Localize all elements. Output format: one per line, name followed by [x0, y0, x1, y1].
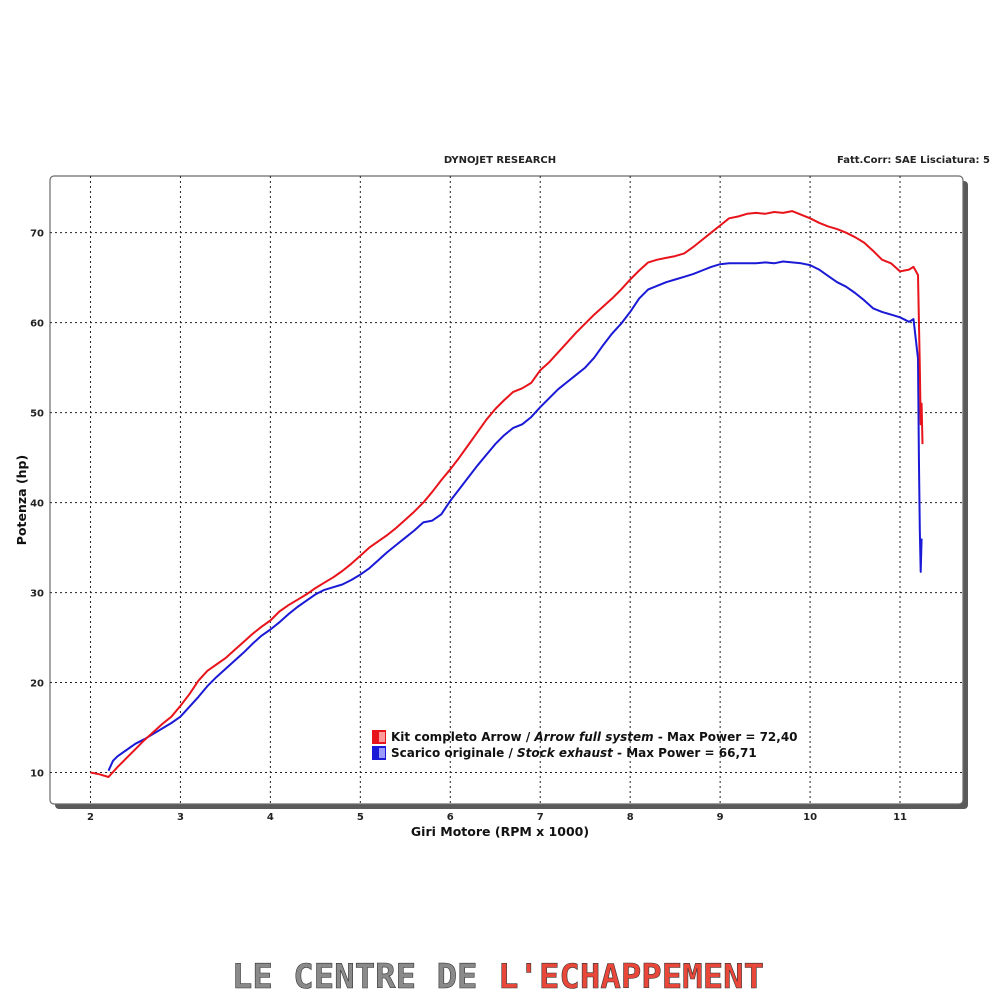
- series-line-stock: [107, 260, 923, 772]
- y-tick-label: 60: [30, 319, 44, 330]
- x-tick-label: 7: [537, 812, 544, 823]
- y-tick-label: 20: [30, 679, 44, 690]
- y-tick-label: 40: [30, 499, 44, 510]
- y-tick-labels: 10 20 30 40 50 60 70: [30, 229, 44, 780]
- correction-factor-label: Fatt.Corr: SAE Lisciatura: 5: [837, 155, 990, 166]
- legend: Kit completo Arrow / Arrow full system -…: [372, 730, 798, 760]
- x-tick-labels: 2 3 4 5 6 7 8 9 10 11: [87, 812, 907, 823]
- x-tick-label: 4: [267, 812, 274, 823]
- y-axis-title: Potenza (hp): [14, 455, 29, 545]
- chart-header-title: DYNOJET RESEARCH: [444, 155, 556, 166]
- legend-swatch-stock-highlight: [379, 748, 385, 758]
- y-tick-label: 50: [30, 409, 44, 420]
- y-tick-label: 10: [30, 769, 44, 780]
- x-axis-title: Giri Motore (RPM x 1000): [411, 824, 589, 839]
- x-tick-label: 11: [893, 812, 907, 823]
- x-tick-label: 9: [717, 812, 724, 823]
- y-tick-label: 70: [30, 229, 44, 240]
- grid-lines: [50, 176, 963, 804]
- brand-logo-text: LE CENTRE DE L'ECHAPPEMENT: [232, 957, 764, 997]
- series-lines: [90, 210, 924, 778]
- x-tick-label: 2: [87, 812, 94, 823]
- series-line-arrow: [90, 210, 924, 778]
- legend-entry-arrow: Kit completo Arrow / Arrow full system -…: [391, 730, 798, 744]
- x-tick-label: 6: [447, 812, 454, 823]
- plot-area: [49, 175, 964, 805]
- x-tick-label: 5: [357, 812, 364, 823]
- legend-entry-stock: Scarico originale / Stock exhaust - Max …: [391, 746, 757, 760]
- y-tick-label: 30: [30, 589, 44, 600]
- legend-swatch-arrow-highlight: [379, 732, 385, 742]
- x-tick-label: 8: [627, 812, 634, 823]
- x-tick-label: 3: [177, 812, 184, 823]
- x-tick-label: 10: [803, 812, 817, 823]
